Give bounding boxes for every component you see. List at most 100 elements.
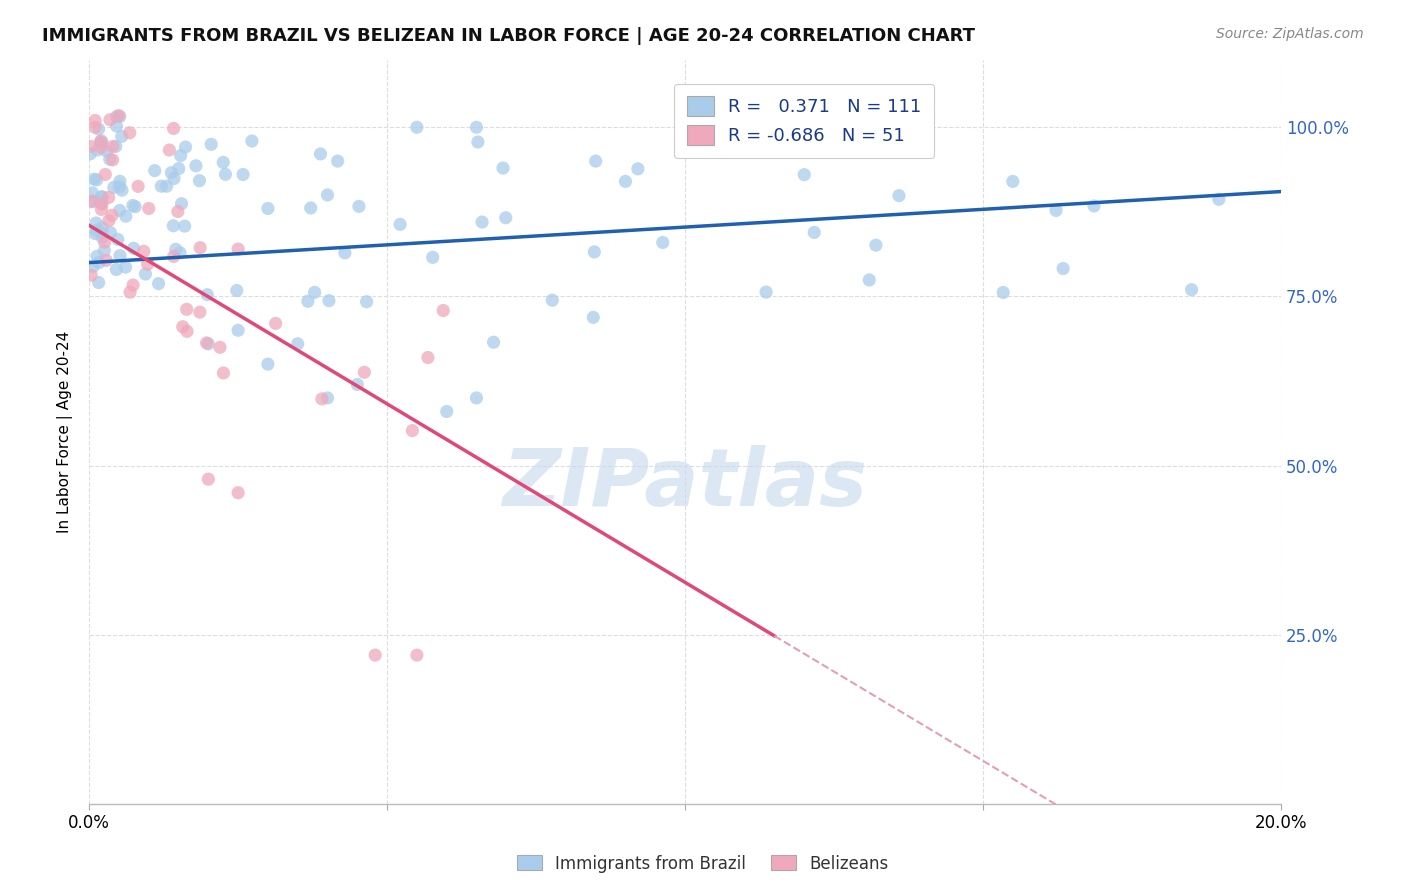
Point — [105, 119, 128, 133]
Point — [492, 161, 515, 175]
Point — [96, 144, 118, 158]
Point — [200, 137, 222, 152]
Point — [541, 293, 564, 308]
Point — [226, 323, 249, 337]
Point — [364, 648, 387, 662]
Point — [89, 194, 111, 209]
Point — [257, 202, 280, 216]
Point — [90, 134, 112, 148]
Point — [157, 143, 180, 157]
Point — [482, 335, 505, 350]
Point — [436, 404, 458, 418]
Point — [87, 122, 110, 136]
Point — [91, 226, 114, 240]
Legend: R =   0.371   N = 111, R = -0.686   N = 51: R = 0.371 N = 111, R = -0.686 N = 51 — [675, 84, 934, 158]
Point — [167, 204, 190, 219]
Point — [226, 242, 249, 256]
Point — [108, 109, 131, 123]
Point — [353, 365, 375, 379]
Point — [80, 268, 103, 283]
Point — [172, 319, 194, 334]
Point — [122, 241, 145, 255]
Point — [79, 146, 101, 161]
Point — [173, 219, 195, 233]
Point — [627, 161, 650, 176]
Point — [127, 179, 149, 194]
Point — [169, 245, 191, 260]
Point — [651, 235, 673, 250]
Point — [197, 336, 219, 351]
Point — [83, 172, 105, 186]
Point — [299, 201, 322, 215]
Point — [188, 305, 211, 319]
Point — [264, 317, 287, 331]
Point — [108, 249, 131, 263]
Point — [84, 223, 107, 237]
Point — [91, 136, 114, 150]
Point — [1045, 203, 1067, 218]
Point — [90, 196, 112, 211]
Point — [309, 147, 332, 161]
Point — [465, 391, 488, 405]
Point — [111, 183, 134, 197]
Point — [143, 163, 166, 178]
Point — [1208, 192, 1230, 206]
Point — [346, 377, 368, 392]
Point — [87, 143, 110, 157]
Point — [132, 244, 155, 259]
Point — [82, 186, 104, 200]
Point — [82, 194, 104, 209]
Point — [287, 336, 309, 351]
Point — [793, 168, 815, 182]
Point — [162, 121, 184, 136]
Point — [136, 257, 159, 271]
Point — [583, 244, 606, 259]
Point — [471, 215, 494, 229]
Point — [90, 202, 112, 217]
Point — [1052, 261, 1074, 276]
Point — [432, 303, 454, 318]
Point — [91, 220, 114, 235]
Point — [124, 200, 146, 214]
Point — [150, 179, 173, 194]
Point — [82, 194, 104, 208]
Point — [90, 140, 112, 154]
Point — [865, 238, 887, 252]
Point — [1083, 199, 1105, 213]
Point — [97, 190, 120, 204]
Point — [406, 120, 429, 135]
Point — [467, 135, 489, 149]
Point — [316, 391, 339, 405]
Point — [318, 293, 340, 308]
Point — [118, 126, 141, 140]
Point — [195, 287, 218, 301]
Point — [79, 139, 101, 153]
Point — [93, 244, 115, 258]
Point — [184, 159, 207, 173]
Text: IMMIGRANTS FROM BRAZIL VS BELIZEAN IN LABOR FORCE | AGE 20-24 CORRELATION CHART: IMMIGRANTS FROM BRAZIL VS BELIZEAN IN LA… — [42, 27, 976, 45]
Point — [101, 153, 124, 167]
Point — [887, 188, 910, 202]
Point — [134, 267, 156, 281]
Point — [91, 190, 114, 204]
Point — [416, 351, 439, 365]
Point — [356, 294, 378, 309]
Point — [333, 246, 356, 260]
Point — [105, 110, 128, 124]
Point — [90, 197, 112, 211]
Point — [311, 392, 333, 406]
Point — [114, 209, 136, 223]
Point — [94, 168, 117, 182]
Point — [214, 167, 236, 181]
Point — [160, 166, 183, 180]
Point — [148, 277, 170, 291]
Point — [122, 278, 145, 293]
Point — [170, 196, 193, 211]
Point — [226, 485, 249, 500]
Point — [89, 135, 111, 149]
Point — [401, 424, 423, 438]
Text: Source: ZipAtlas.com: Source: ZipAtlas.com — [1216, 27, 1364, 41]
Point — [1001, 174, 1024, 188]
Point — [993, 285, 1015, 300]
Point — [208, 340, 231, 354]
